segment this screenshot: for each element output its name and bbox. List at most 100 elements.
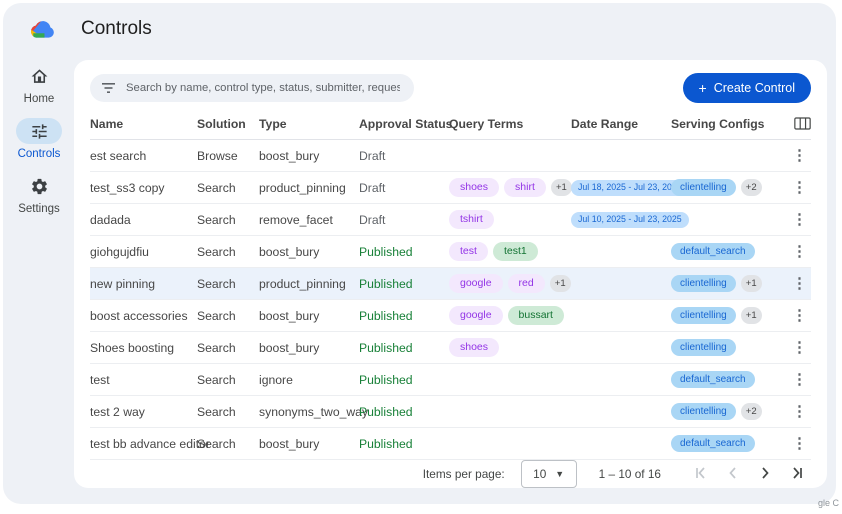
overflow-badge: +1 — [740, 307, 762, 324]
cell-name: new pinning — [90, 276, 156, 291]
column-header-type[interactable]: Type — [259, 116, 287, 131]
cell-actions: ⋮ — [777, 404, 811, 419]
query-term-pill: shoes — [449, 338, 500, 357]
cell-actions: ⋮ — [777, 340, 811, 355]
cell-approval-status: Published — [359, 245, 449, 259]
column-header-name[interactable]: Name — [90, 116, 124, 131]
cell-solution: Search — [197, 436, 236, 451]
sidebar-item-controls[interactable]: Controls — [16, 118, 62, 160]
pagination-range: 1 – 10 of 16 — [598, 467, 661, 481]
cell-actions: ⋮ — [777, 180, 811, 195]
next-page-button[interactable] — [751, 463, 779, 486]
sidebar-item-home[interactable]: Home — [16, 63, 62, 105]
cell-name: dadada — [90, 212, 131, 227]
table-row[interactable]: est search Browse boost_bury Draft ⋮ — [90, 140, 811, 172]
column-header-query-terms[interactable]: Query Terms — [449, 116, 524, 131]
cell-name: test bb advance editor — [90, 436, 210, 451]
first-page-button[interactable] — [687, 463, 715, 486]
kebab-menu-button[interactable]: ⋮ — [788, 340, 811, 355]
serving-config-pill: default_search — [671, 371, 755, 388]
status-text: Draft — [359, 148, 386, 163]
status-text: Published — [359, 244, 413, 259]
status-text: Published — [359, 308, 413, 323]
cell-actions: ⋮ — [777, 372, 811, 387]
columns-icon — [794, 117, 811, 131]
cell-approval-status: Draft — [359, 181, 449, 195]
previous-page-button[interactable] — [719, 463, 747, 486]
kebab-menu-button[interactable]: ⋮ — [788, 276, 811, 291]
table-row[interactable]: giohgujdfiu Search boost_bury Published test… — [90, 236, 811, 268]
kebab-menu-button[interactable]: ⋮ — [788, 180, 811, 195]
overflow-badge: +1 — [549, 275, 571, 292]
table-row[interactable]: test_ss3 copy Search product_pinning Draft s… — [90, 172, 811, 204]
cell-actions: ⋮ — [777, 244, 811, 259]
column-header-serving-configs[interactable]: Serving Configs — [671, 116, 765, 131]
table-row[interactable]: test 2 way Search synonyms_two_way Publishe… — [90, 396, 811, 428]
cell-name: test 2 way — [90, 404, 145, 419]
cell-query-terms: google red +1 — [449, 274, 571, 293]
tune-icon — [16, 118, 62, 144]
cell-name: test_ss3 copy — [90, 180, 165, 195]
cell-actions: ⋮ — [777, 308, 811, 323]
column-picker-button[interactable] — [777, 116, 811, 131]
cell-solution: Search — [197, 244, 236, 259]
overflow-badge: +1 — [550, 179, 572, 196]
kebab-menu-button[interactable]: ⋮ — [788, 404, 811, 419]
query-term-pill: bussart — [507, 306, 564, 325]
table-row[interactable]: boost accessories Search boost_bury Publish… — [90, 300, 811, 332]
cell-type: boost_bury — [259, 340, 320, 355]
kebab-menu-button[interactable]: ⋮ — [788, 372, 811, 387]
cell-approval-status: Published — [359, 405, 449, 419]
column-header-solution[interactable]: Solution — [197, 116, 246, 131]
google-cloud-logo-icon — [30, 20, 54, 38]
cell-serving-configs: clientelling +2 — [671, 403, 777, 420]
date-range-pill: Jul 18, 2025 - Jul 23, 2025 — [571, 179, 689, 196]
cell-name: est search — [90, 148, 147, 163]
table-row[interactable]: test bb advance editor Search boost_bury Pu… — [90, 428, 811, 460]
cell-query-terms: tshirt — [449, 210, 571, 229]
last-page-button[interactable] — [783, 463, 811, 486]
cell-serving-configs: clientelling +2 — [671, 179, 777, 196]
create-control-button[interactable]: + Create Control — [682, 73, 811, 104]
kebab-menu-button[interactable]: ⋮ — [788, 244, 811, 259]
cell-approval-status: Published — [359, 373, 449, 387]
controls-table-card: + Create Control Name Solution Type Appr… — [74, 60, 827, 488]
column-header-date-range[interactable]: Date Range — [571, 116, 639, 131]
status-text: Published — [359, 404, 413, 419]
search-box[interactable] — [90, 74, 414, 103]
table-row[interactable]: test Search ignore Published default_search ⋮ — [90, 364, 811, 396]
query-term-pill: shirt — [504, 178, 546, 197]
page-size-select[interactable]: 10 ▼ — [520, 460, 577, 488]
kebab-menu-button[interactable]: ⋮ — [788, 436, 811, 451]
search-input[interactable] — [124, 81, 402, 96]
cell-type: product_pinning — [259, 276, 346, 291]
cell-serving-configs: clientelling — [671, 339, 777, 356]
cell-type: synonyms_two_way — [259, 404, 369, 419]
table-row[interactable]: Shoes boosting Search boost_bury Published s… — [90, 332, 811, 364]
date-range-pill: Jul 10, 2025 - Jul 23, 2025 — [571, 211, 689, 228]
kebab-menu-button[interactable]: ⋮ — [788, 308, 811, 323]
kebab-menu-button[interactable]: ⋮ — [788, 212, 811, 227]
sidebar-item-settings[interactable]: Settings — [16, 173, 62, 215]
serving-config-pill: default_search — [671, 435, 755, 452]
cell-date-range: Jul 10, 2025 - Jul 23, 2025 — [571, 211, 689, 228]
cell-approval-status: Draft — [359, 149, 449, 163]
status-text: Draft — [359, 212, 386, 227]
cell-date-range: Jul 18, 2025 - Jul 23, 2025 — [571, 179, 689, 196]
cell-serving-configs: clientelling +1 — [671, 307, 777, 324]
cell-solution: Search — [197, 180, 236, 195]
chevron-left-icon — [729, 466, 736, 479]
kebab-menu-button[interactable]: ⋮ — [788, 148, 811, 163]
column-header-approval-status[interactable]: Approval Status — [359, 116, 453, 131]
watermark-fragment: gle C — [818, 498, 840, 508]
home-icon — [16, 63, 62, 89]
cell-approval-status: Published — [359, 277, 449, 291]
page-size-value: 10 — [533, 467, 547, 481]
query-term-pill: test — [449, 242, 488, 261]
table-row[interactable]: new pinning Search product_pinning Publishe… — [90, 268, 811, 300]
cell-solution: Search — [197, 212, 236, 227]
chevron-down-icon: ▼ — [555, 469, 565, 479]
cell-query-terms: shoes shirt +1 — [449, 178, 572, 197]
table-row[interactable]: dadada Search remove_facet Draft tshirt Jul 1… — [90, 204, 811, 236]
cell-solution: Search — [197, 276, 236, 291]
